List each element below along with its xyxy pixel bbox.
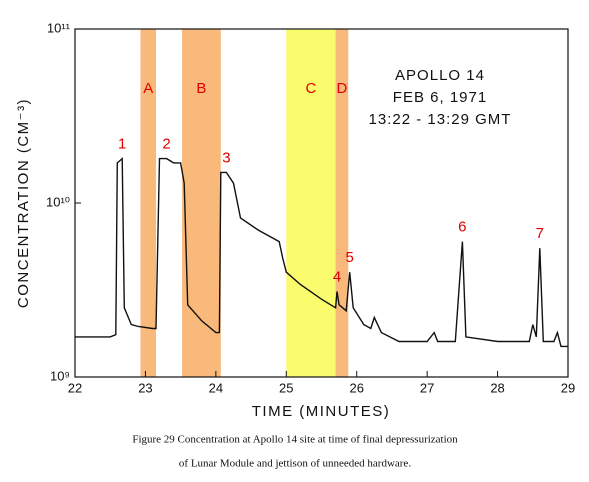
y-tick-label: 10¹⁰ — [46, 194, 70, 209]
band-label: D — [337, 80, 348, 97]
x-tick-label: 27 — [420, 380, 434, 395]
band — [182, 29, 221, 377]
band-label: B — [196, 80, 206, 97]
bands — [140, 29, 349, 377]
band-label: A — [143, 80, 153, 97]
annotation: 13:22 - 13:29 GMT — [369, 111, 512, 128]
peak-label: 6 — [458, 219, 466, 236]
y-tick-label: 10¹¹ — [47, 20, 71, 35]
peak-label: 4 — [333, 268, 341, 285]
peak-label: 2 — [162, 136, 170, 153]
x-tick-label: 26 — [349, 380, 363, 395]
x-tick-label: 23 — [138, 380, 152, 395]
x-tick-label: 22 — [68, 380, 82, 395]
peak-label: 7 — [536, 225, 544, 242]
peak-label: 1 — [118, 136, 126, 153]
x-axis-title: TIME (MINUTES) — [252, 403, 391, 420]
x-tick-label: 25 — [279, 380, 293, 395]
y-axis-title: CONCENTRATION (CM⁻³) — [15, 98, 32, 308]
band — [286, 29, 336, 377]
x-tick-label: 28 — [490, 380, 504, 395]
y-tick-label: 10⁹ — [50, 368, 70, 383]
caption: Figure 29 Concentration at Apollo 14 sit… — [132, 434, 458, 446]
annotation: APOLLO 14 — [395, 67, 485, 84]
band-label: C — [306, 80, 317, 97]
x-tick-label: 29 — [561, 380, 575, 395]
band — [140, 29, 156, 377]
band — [335, 29, 349, 377]
plot-frame — [74, 28, 569, 378]
x-tick-label: 24 — [209, 380, 223, 395]
peak-label: 3 — [222, 149, 230, 166]
peak-label: 5 — [345, 249, 353, 266]
annotation: FEB 6, 1971 — [393, 89, 487, 106]
caption: of Lunar Module and jettison of unneeded… — [179, 458, 411, 470]
concentration-line — [75, 157, 568, 348]
